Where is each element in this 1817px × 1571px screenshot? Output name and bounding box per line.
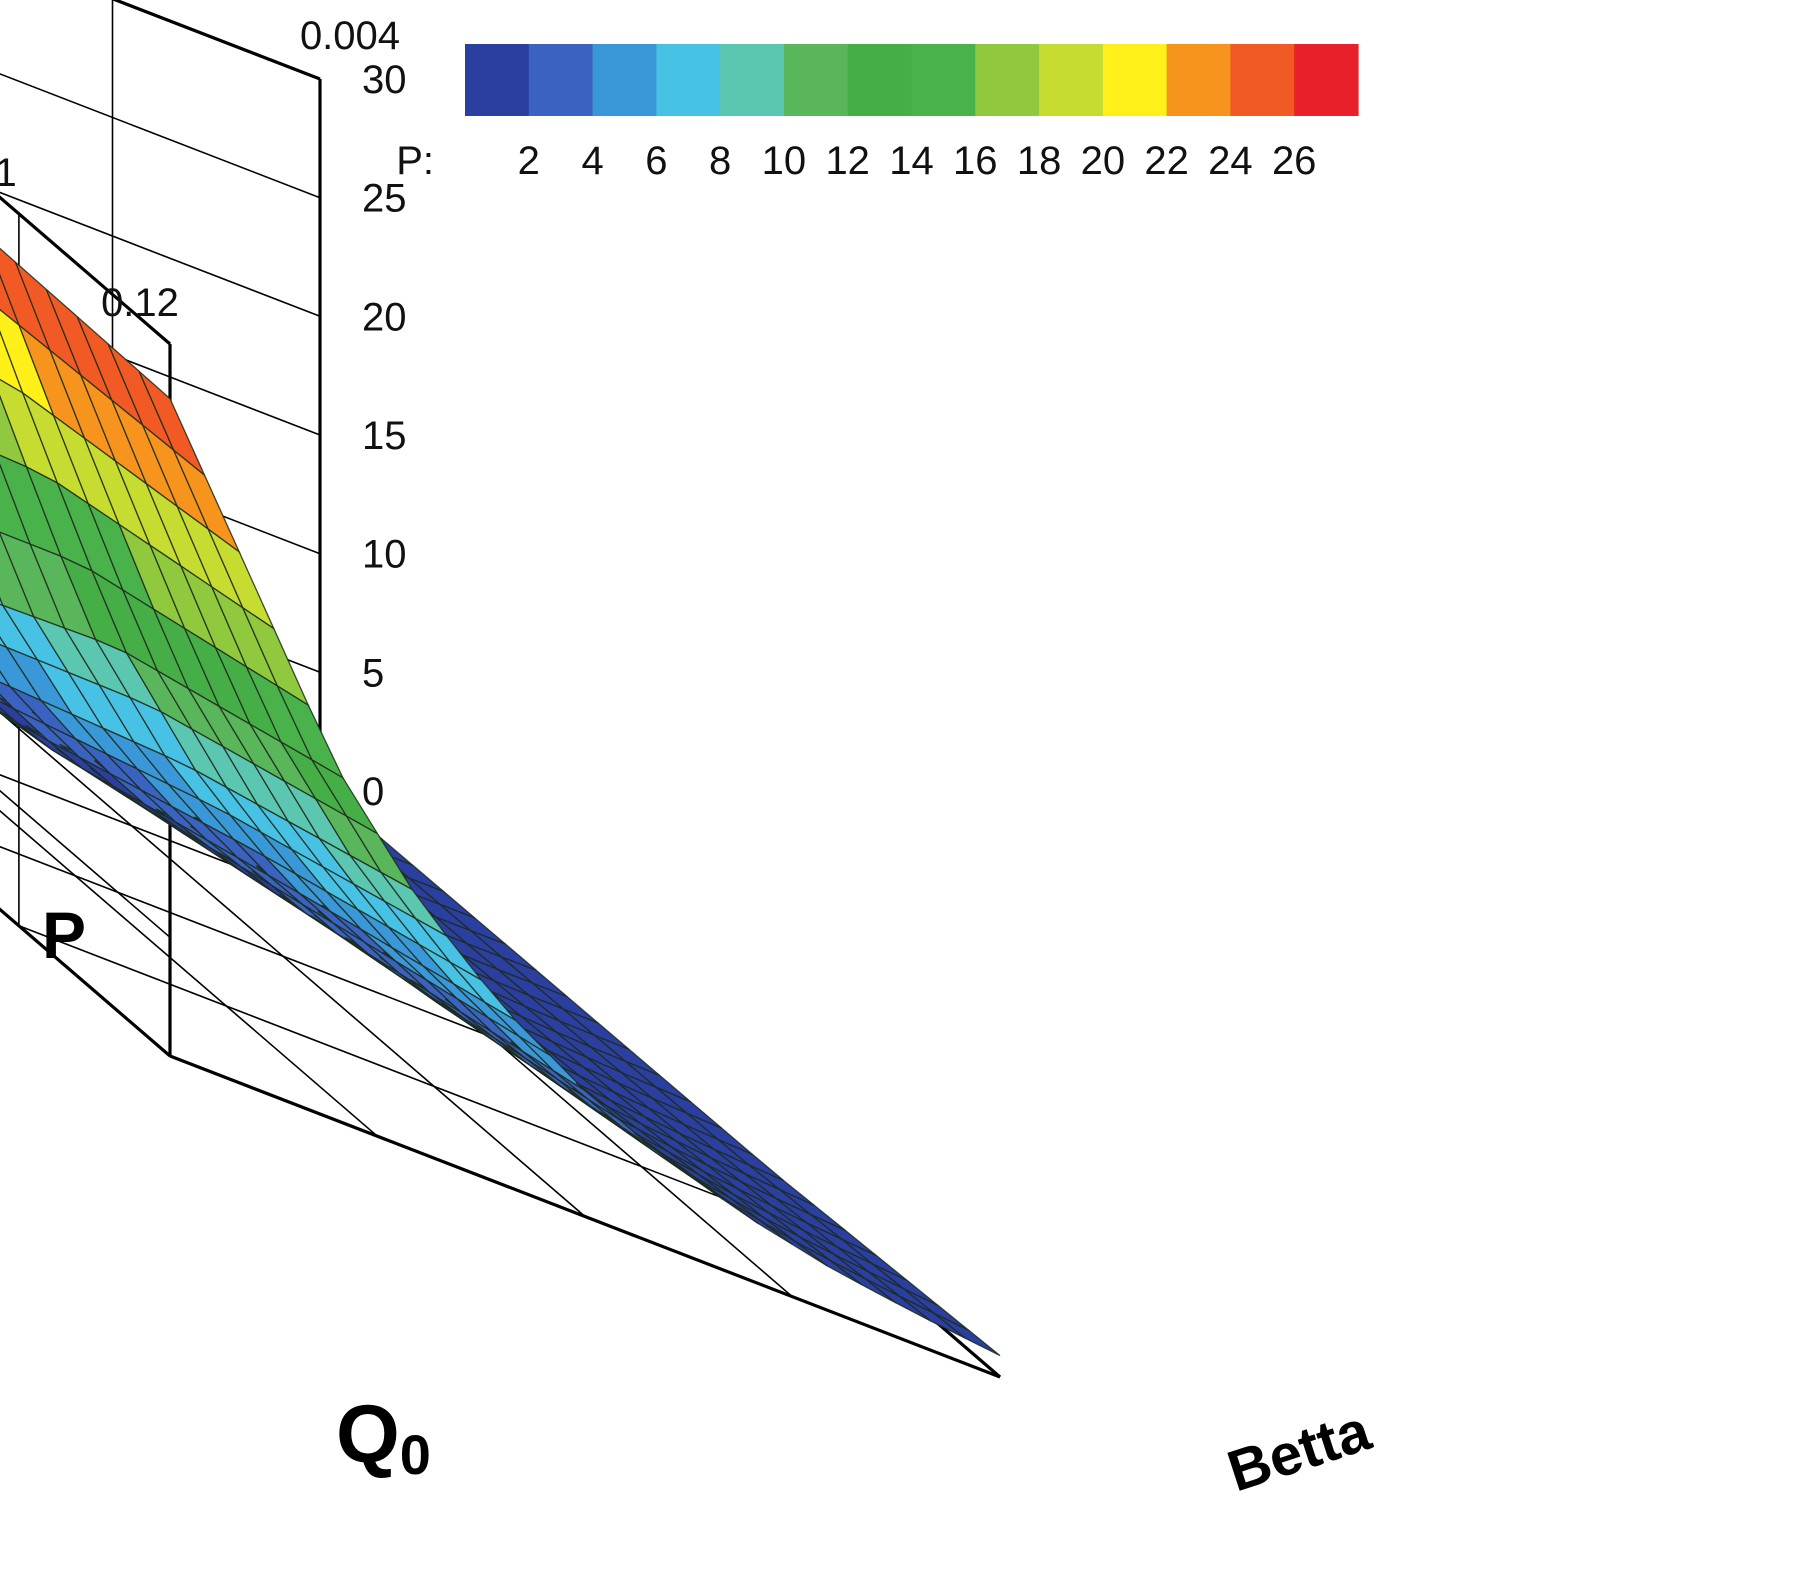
p-tick-label: 20: [362, 295, 407, 339]
colorbar-swatch: [1294, 44, 1359, 116]
colorbar-swatch: [720, 44, 785, 116]
colorbar-swatch: [783, 44, 849, 116]
surface-mesh: [0, 247, 1001, 1357]
colorbar-tick-label: 2: [518, 139, 540, 183]
box-edge: [111, 0, 321, 81]
colorbar-tick-label: 26: [1272, 139, 1317, 183]
colorbar-tick-label: 10: [762, 139, 807, 183]
surface-cell: [934, 1313, 1001, 1357]
colorbar-swatch: [528, 44, 594, 116]
colorbar-tick-label: 16: [953, 139, 998, 183]
box-edge: [0, 907, 172, 1058]
box-edge: [0, 195, 172, 346]
colorbar-swatch: [847, 44, 913, 116]
grid-line: [0, 310, 321, 436]
q0-tick-label: 0.12: [101, 281, 179, 325]
colorbar-swatch: [975, 44, 1040, 116]
colorbar-tick-label: 12: [825, 139, 870, 183]
colorbar-swatch: [656, 44, 721, 116]
grid-line: [0, 191, 321, 318]
grid-line: [113, 0, 321, 80]
p-tick-label: 30: [362, 58, 407, 102]
box-edge: [169, 1054, 1001, 1379]
p-tick-label: 15: [362, 414, 407, 458]
colorbar-prefix: P:: [396, 139, 434, 183]
p-tick-label: 25: [362, 177, 407, 221]
y-axis-title: Q0: [336, 1389, 431, 1486]
y-axis-title-subscript: 0: [400, 1423, 431, 1486]
x-axis-title: Betta: [1220, 1397, 1379, 1504]
colorbar-tick-label: 4: [581, 139, 603, 183]
colorbar-swatch: [1102, 44, 1168, 116]
q0-tick-label: 0.1: [0, 151, 17, 195]
tick-labels: 0.040.060.080.10.1200.0010.0020.0030.004…: [0, 14, 407, 814]
p-tick-label: 10: [362, 533, 407, 577]
colorbar-tick-label: 14: [889, 139, 934, 183]
colorbar-tick-label: 6: [645, 139, 667, 183]
y-axis-title-main: Q: [336, 1389, 400, 1480]
colorbar-tick-label: 20: [1081, 139, 1126, 183]
grid-line: [0, 809, 379, 1137]
z-axis-title: P: [42, 898, 86, 972]
colorbar-tick-label: 8: [709, 139, 731, 183]
p-tick-label: 5: [362, 651, 384, 695]
grid-line: [18, 925, 850, 1248]
colorbar-swatch: [911, 44, 976, 116]
colorbar-swatch: [1166, 44, 1231, 116]
p-tick-label: 0: [362, 770, 384, 814]
colorbar-swatch: [1039, 44, 1104, 116]
colorbar-tick-label: 22: [1144, 139, 1189, 183]
colorbar: P: 2 4 6 8 10 12 14 16 18 20 22 24 26: [396, 44, 1359, 183]
colorbar-swatch: [1230, 44, 1295, 116]
grid-line: [0, 789, 171, 938]
grid-line: [0, 711, 586, 1218]
colorbar-swatch: [592, 44, 657, 116]
colorbar-tick-label: 18: [1017, 139, 1062, 183]
betta-tick-label: 0.004: [300, 14, 400, 58]
colorbar-swatch: [465, 44, 530, 116]
grid-line: [0, 73, 321, 199]
colorbar-tick-label: 24: [1208, 139, 1253, 183]
